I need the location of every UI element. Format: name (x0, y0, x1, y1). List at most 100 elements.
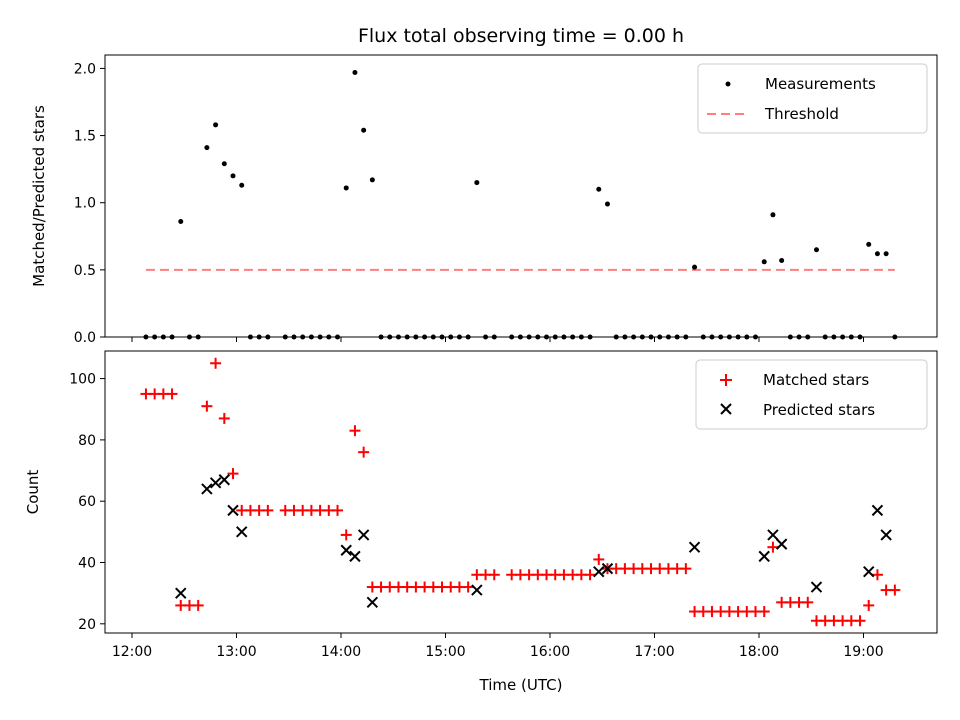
top-y-ticks: 0.0 0.5 1.0 1.5 2.0 (74, 61, 105, 346)
matched-star-point-49 (584, 569, 596, 581)
bottom-y-tick-label-2: 60 (78, 494, 96, 510)
matched-star-point-10 (227, 468, 239, 480)
legend-matched-label: Matched stars (763, 371, 869, 389)
matched-star-point-14 (262, 504, 274, 516)
bottom-x-tick-label-6: 18:00 (739, 644, 779, 660)
predicted-star-point-4 (227, 504, 239, 517)
predicted-star-point-9 (366, 596, 379, 609)
predicted-star-point-6 (340, 544, 352, 556)
matched-star-point-3 (166, 388, 178, 400)
measurement-point-22 (343, 185, 349, 191)
bottom-x-ticks: 12:00 13:00 14:00 15:00 16:00 17:00 18:00 19:00 (112, 633, 884, 660)
top-y-tick-label-1: 0.5 (74, 263, 96, 279)
measurement-point-37 (474, 180, 480, 186)
predicted-star-point-18 (863, 565, 875, 578)
top-y-axis-label: Matched/Predicted stars (30, 105, 48, 287)
measurement-point-81 (866, 241, 872, 247)
predicted-star-points (175, 474, 892, 609)
predicted-star-point-15 (767, 529, 779, 541)
measurement-point-75 (813, 247, 819, 253)
matched-star-point-80 (854, 615, 866, 627)
matched-star-point-39 (488, 569, 500, 581)
matched-star-point-74 (802, 596, 814, 608)
bottom-y-tick-label-1: 40 (78, 556, 96, 572)
measurement-point-70 (770, 212, 776, 218)
bottom-x-tick-label-2: 14:00 (321, 644, 361, 660)
measurement-point-69 (761, 259, 767, 265)
measurement-point-9 (221, 161, 227, 167)
top-y-tick-label-3: 1.5 (74, 129, 96, 145)
legend-predicted-label: Predicted stars (763, 401, 875, 419)
matched-star-point-60 (680, 563, 692, 575)
legend-measurements-label: Measurements (765, 75, 876, 93)
matched-star-points (140, 357, 901, 627)
bottom-y-ticks: 20 40 60 80 100 (69, 372, 105, 633)
top-y-tick-label-4: 2.0 (74, 61, 96, 77)
matched-star-point-7 (201, 400, 213, 412)
matched-star-point-69 (758, 606, 770, 618)
predicted-star-point-0 (175, 587, 187, 599)
matched-star-point-81 (863, 599, 875, 611)
bottom-x-tick-label-4: 16:00 (530, 644, 570, 660)
measurement-point-25 (369, 177, 375, 183)
measurement-point-8 (213, 122, 219, 128)
top-plot-frame (104, 54, 938, 338)
measurement-point-50 (596, 186, 602, 192)
predicted-star-point-8 (357, 529, 370, 541)
matched-star-point-22 (340, 529, 352, 541)
top-y-tick-label-0: 0.0 (74, 330, 96, 346)
bottom-plot-area: 20 40 60 80 100 12:00 13:00 14:00 15:00 16:00 17:… (24, 350, 938, 694)
matched-star-point-6 (192, 599, 204, 611)
matched-star-point-23 (349, 425, 361, 437)
measurement-point-61 (692, 264, 698, 270)
predicted-star-point-19 (871, 504, 884, 517)
legend-measurements-marker (725, 81, 731, 87)
legend-predicted-marker (720, 403, 732, 415)
predicted-star-point-11 (593, 565, 605, 578)
bottom-y-tick-label-4: 100 (69, 372, 96, 388)
top-y-tick-label-2: 1.0 (74, 196, 96, 212)
legend-matched-marker (720, 374, 732, 386)
bottom-x-tick-label-3: 15:00 (425, 644, 465, 660)
matched-star-point-36 (462, 581, 474, 593)
predicted-star-point-1 (201, 483, 213, 495)
bottom-x-tick-label-0: 12:00 (112, 644, 152, 660)
bottom-x-axis-label: Time (UTC) (479, 676, 563, 694)
bottom-x-tick-label-7: 19:00 (843, 644, 883, 660)
measurement-point-82 (874, 251, 880, 257)
predicted-star-point-13 (688, 541, 701, 553)
measurement-point-7 (204, 145, 210, 151)
measurement-point-11 (239, 182, 245, 188)
matched-star-point-8 (210, 357, 222, 369)
bottom-x-tick-label-5: 17:00 (634, 644, 674, 660)
measurement-point-71 (779, 257, 785, 263)
predicted-star-point-12 (601, 562, 614, 575)
top-legend-box (697, 63, 928, 134)
predicted-star-point-2 (209, 477, 222, 489)
bottom-legend-box (695, 359, 928, 430)
predicted-star-point-10 (471, 584, 483, 596)
legend-threshold-label: Threshold (764, 105, 839, 123)
measurement-point-23 (352, 69, 358, 75)
matched-star-point-21 (332, 504, 344, 516)
matched-star-point-24 (358, 446, 370, 458)
top-chart-title: Flux total observing time = 0.00 h (358, 25, 684, 47)
measurement-point-83 (883, 251, 889, 257)
measurement-point-10 (230, 173, 236, 179)
predicted-star-point-17 (810, 581, 823, 593)
matched-star-point-84 (889, 584, 901, 596)
matched-star-point-82 (871, 569, 883, 581)
predicted-star-point-14 (758, 550, 770, 563)
predicted-star-point-20 (880, 529, 892, 541)
bottom-plot-frame (104, 350, 938, 634)
matched-star-point-50 (593, 553, 605, 565)
matched-star-point-70 (767, 541, 779, 553)
bottom-x-tick-label-1: 13:00 (216, 644, 256, 660)
predicted-star-point-16 (775, 538, 788, 550)
top-plot-area: 0.00.51.01.52.0 Matched/Predicted stars … (30, 54, 938, 346)
top-legend: Measurements Threshold (697, 63, 928, 134)
measurement-point-4 (178, 219, 184, 225)
predicted-star-point-3 (218, 474, 231, 486)
measurement-point-24 (361, 127, 367, 133)
